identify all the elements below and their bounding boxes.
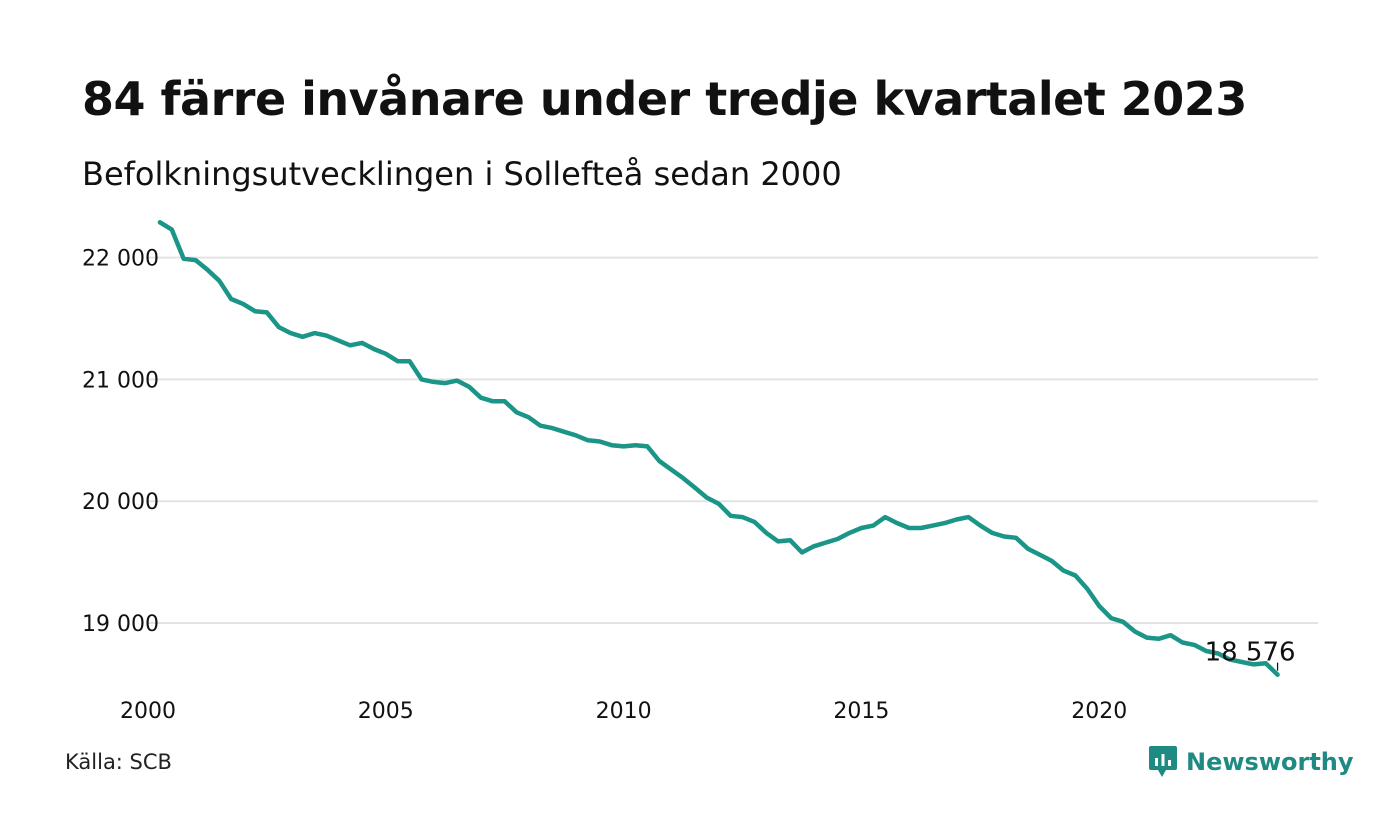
x-tick-label: 2015 bbox=[833, 699, 889, 724]
y-axis-ticks: 19 000 20 000 21 000 22 000 bbox=[82, 247, 159, 637]
x-tick-label: 2000 bbox=[120, 699, 176, 724]
x-tick-label: 2010 bbox=[596, 699, 652, 724]
newsworthy-brand: Newsworthy bbox=[1148, 744, 1354, 780]
y-tick-label: 21 000 bbox=[82, 368, 159, 393]
chart-subtitle: Befolkningsutvecklingen i Sollefteå seda… bbox=[82, 155, 842, 193]
data-points bbox=[160, 222, 1278, 675]
y-tick-label: 22 000 bbox=[82, 247, 159, 272]
y-tick-label: 20 000 bbox=[82, 490, 159, 515]
x-tick-label: 2020 bbox=[1071, 699, 1127, 724]
last-value-label: 18 576 bbox=[1205, 638, 1296, 668]
source-note: Källa: SCB bbox=[65, 750, 172, 774]
gridlines bbox=[148, 256, 1318, 625]
brand-name: Newsworthy bbox=[1186, 748, 1354, 776]
x-tick-label: 2005 bbox=[358, 699, 414, 724]
y-tick-label: 19 000 bbox=[82, 612, 159, 637]
population-line bbox=[157, 220, 1280, 677]
x-axis-ticks: 2000 2005 2010 2015 2020 bbox=[120, 699, 1127, 724]
chart-title: 84 färre invånare under tredje kvartalet… bbox=[82, 72, 1247, 126]
newsworthy-logo-icon bbox=[1149, 746, 1177, 777]
